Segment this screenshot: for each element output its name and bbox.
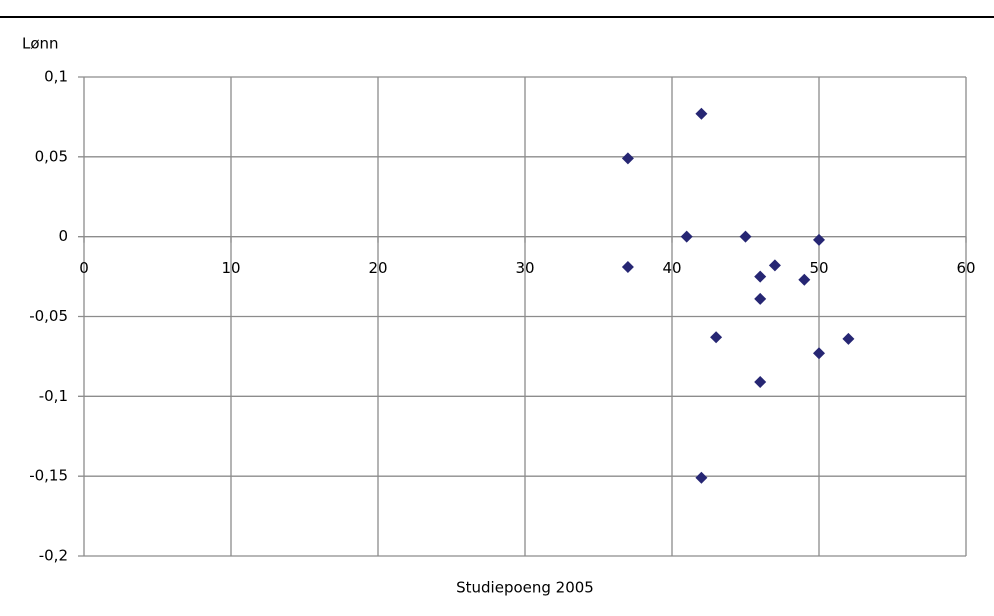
x-tick-label: 20: [368, 259, 387, 277]
point: [739, 230, 752, 243]
x-axis-label: Studiepoeng 2005: [456, 579, 594, 597]
x-tick-label: 40: [662, 259, 681, 277]
y-axis-label: Lønn: [22, 35, 59, 53]
point: [695, 107, 708, 120]
y-tick-label: 0,1: [44, 68, 68, 86]
x-tick-label: 30: [515, 259, 534, 277]
point: [621, 261, 634, 274]
y-tick-label: 0,05: [35, 147, 68, 165]
x-tick-label: 60: [956, 259, 975, 277]
y-tick-label: -0,05: [29, 307, 68, 325]
point: [798, 273, 811, 286]
x-tick-label: 0: [79, 259, 89, 277]
point: [695, 471, 708, 484]
point: [768, 259, 781, 272]
point: [710, 331, 723, 344]
y-tick-label: -0,1: [39, 387, 68, 405]
point: [621, 152, 634, 165]
y-tick-label: -0,2: [39, 547, 68, 565]
point: [754, 270, 767, 283]
point: [754, 292, 767, 305]
point: [813, 347, 825, 360]
point: [842, 332, 855, 345]
point: [813, 233, 825, 246]
x-tick-label: 50: [809, 259, 828, 277]
y-tick-label: 0: [58, 227, 68, 245]
y-tick-label: -0,15: [29, 467, 68, 485]
x-tick-label: 10: [221, 259, 240, 277]
point: [680, 230, 693, 243]
point: [754, 375, 767, 388]
